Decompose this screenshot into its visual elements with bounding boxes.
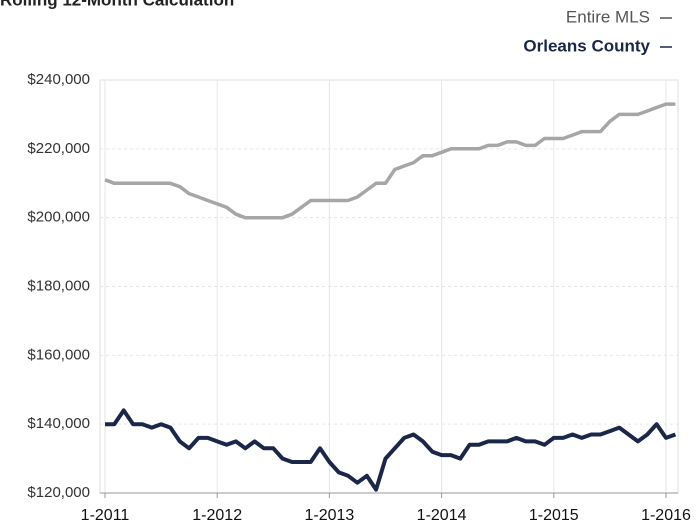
y-tick-label: $220,000 [27, 140, 90, 157]
y-tick-label: $140,000 [27, 415, 90, 432]
x-tick-label: 1-2011 [81, 507, 130, 524]
y-tick-label: $180,000 [27, 277, 90, 294]
x-tick-label: 1-2015 [529, 507, 579, 524]
y-tick-label: $240,000 [27, 71, 90, 88]
x-tick-label: 1-2014 [417, 507, 467, 524]
x-tick-label: 1-2012 [192, 507, 242, 524]
x-tick-label: 1-2016 [641, 507, 691, 524]
series-line [105, 408, 677, 492]
chart-title: Rolling 12-Month Calculation [0, 0, 234, 9]
x-tick-label: 1-2013 [304, 507, 354, 524]
legend-label: Entire MLS [566, 7, 650, 26]
y-tick-label: $160,000 [27, 346, 90, 363]
y-tick-label: $200,000 [27, 209, 90, 226]
y-tick-label: $120,000 [27, 484, 90, 501]
legend-label: Orleans County [523, 36, 650, 55]
series-line [104, 102, 676, 220]
